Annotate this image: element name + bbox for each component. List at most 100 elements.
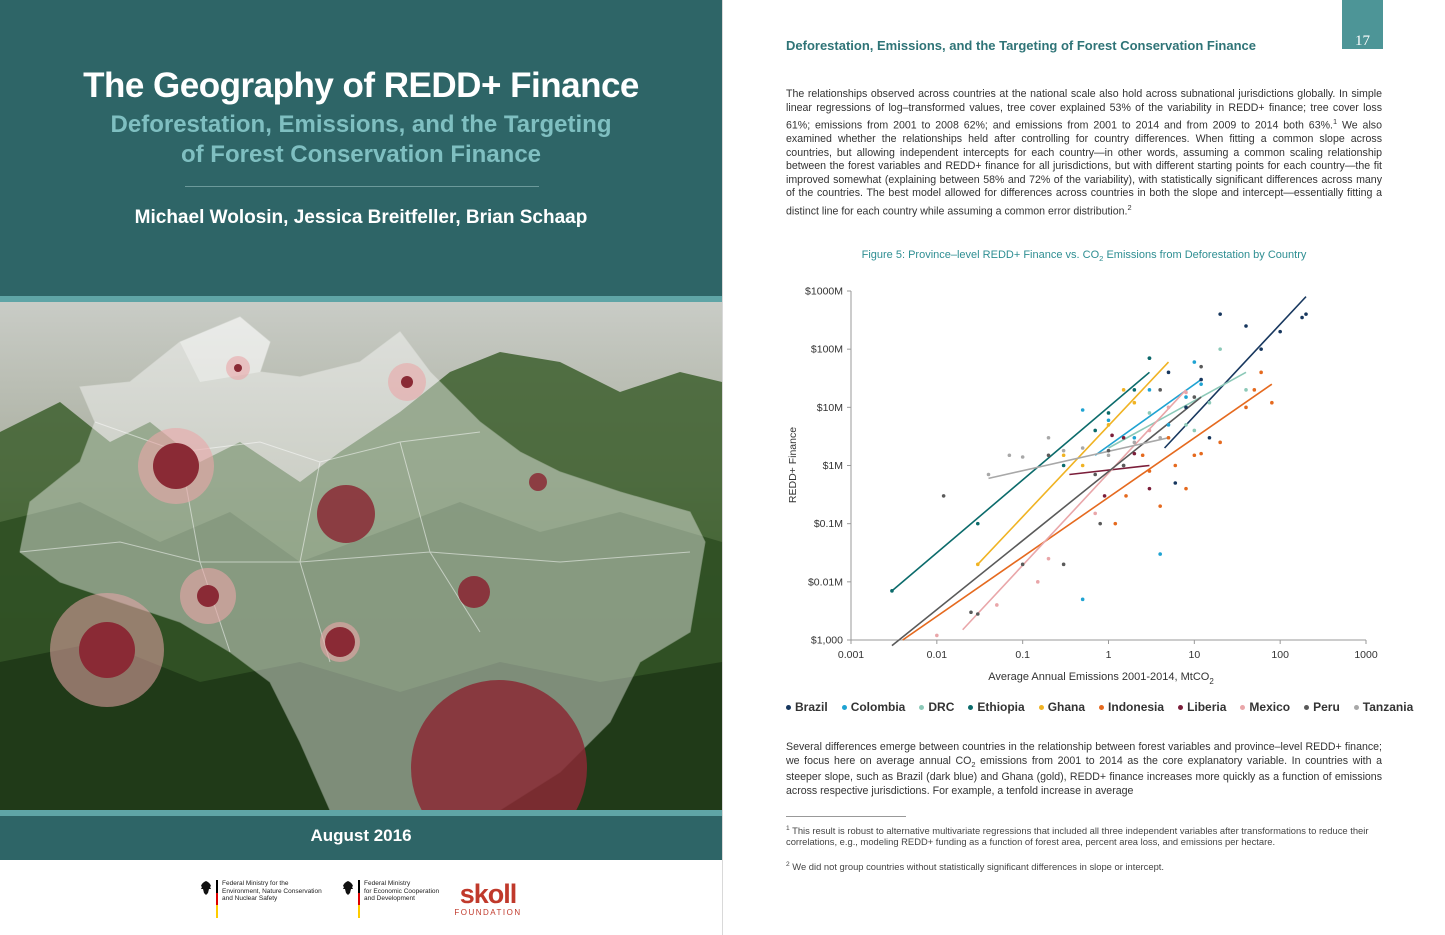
point-tanzania xyxy=(1106,453,1111,458)
x-tick-label: 1000 xyxy=(1354,649,1378,661)
y-axis-label: REDD+ Finance xyxy=(787,427,799,503)
point-drc xyxy=(1192,428,1197,433)
fit-line-ethiopia xyxy=(891,371,1150,592)
point-mexico xyxy=(1166,405,1171,410)
legend-label: Ethiopia xyxy=(977,700,1025,714)
legend-label: DRC xyxy=(928,700,955,714)
legend-label: Brazil xyxy=(795,700,828,714)
page-number-tab xyxy=(1342,0,1383,49)
chart-axes xyxy=(847,290,1367,644)
point-liberia xyxy=(1132,451,1137,456)
footnote-ref-1[interactable]: 1 xyxy=(1332,117,1338,126)
legend-item-mexico: Mexico xyxy=(1240,700,1290,714)
point-colombia xyxy=(1147,388,1152,392)
legend-item-brazil: Brazil xyxy=(786,700,828,714)
cover-date-bar xyxy=(0,816,722,860)
footnote-ref-2[interactable]: 2 xyxy=(1127,202,1132,212)
cover-header xyxy=(0,0,722,296)
chart-points xyxy=(890,312,1308,638)
point-drc xyxy=(1244,388,1248,392)
legend-item-ghana: Ghana xyxy=(1038,700,1085,714)
cover-authors: Michael Wolosin, Jessica Breitfeller, Br… xyxy=(134,207,588,228)
point-brazil xyxy=(1166,370,1171,375)
legend-label: Indonesia xyxy=(1108,700,1165,714)
point-indonesia xyxy=(1173,463,1178,468)
point-brazil xyxy=(1259,347,1263,351)
running-head: Deforestation, Emissions, and the Target… xyxy=(786,38,1256,53)
footnote-1: 1 This result is robust to alternative m… xyxy=(786,825,1369,848)
body-paragraph-1: The relationships observed across countr… xyxy=(786,88,1382,218)
legend-item-tanzania: Tanzania xyxy=(1353,700,1414,714)
fit-line-indonesia xyxy=(902,383,1273,641)
skoll-foundation-logo: skoll FOUNDATION xyxy=(452,880,524,917)
cover-band-top xyxy=(0,296,722,302)
point-mexico xyxy=(1035,580,1040,584)
legend-item-peru: Peru xyxy=(1304,700,1340,714)
german-flag-icon xyxy=(358,880,360,919)
point-indonesia xyxy=(1158,504,1162,508)
point-ghana xyxy=(1061,453,1066,458)
legend-dot-icon xyxy=(1038,704,1044,710)
legend-dot-icon xyxy=(1353,704,1359,710)
legend-item-ethiopia: Ethiopia xyxy=(968,700,1025,714)
point-indonesia xyxy=(1244,405,1248,410)
point-indonesia xyxy=(1147,469,1152,473)
point-peru xyxy=(1093,472,1098,477)
legend-dot-icon xyxy=(841,704,847,710)
point-tanzania xyxy=(1132,440,1137,445)
x-tick-label: 100 xyxy=(1271,649,1289,661)
y-tick-label: $0.01M xyxy=(808,576,843,588)
point-tanzania xyxy=(1046,435,1051,440)
x-axis-label: Average Annual Emissions 2001-2014, MtCO… xyxy=(988,671,1214,686)
point-indonesia xyxy=(1113,521,1118,526)
cover-forest-map-image xyxy=(0,302,722,810)
point-peru xyxy=(1020,562,1025,567)
cover-date: August 2016 xyxy=(310,826,412,845)
point-mexico xyxy=(935,633,939,638)
fit-line-ghana xyxy=(977,361,1170,565)
point-ethiopia xyxy=(1147,356,1152,360)
point-brazil xyxy=(1199,377,1203,382)
legend-item-indonesia: Indonesia xyxy=(1099,700,1164,714)
x-tick-label: 0.1 xyxy=(1015,649,1030,661)
legend-label: Tanzania xyxy=(1362,700,1414,714)
fit-line-peru xyxy=(891,396,1202,647)
y-tick-label: $1M xyxy=(823,460,843,472)
scatter-chart: $1,000 $0.01M $0.1M $1M $10M $100M $1000M 0.001… xyxy=(787,286,1378,687)
x-tick-label: 10 xyxy=(1188,649,1200,661)
legend-item-drc: DRC xyxy=(919,700,954,714)
point-brazil xyxy=(1300,315,1304,320)
fit-line-mexico xyxy=(962,389,1187,631)
point-drc xyxy=(1184,423,1188,427)
point-ethiopia xyxy=(1106,411,1111,415)
cover-subtitle-line2: of Forest Conservation Finance xyxy=(180,141,542,168)
point-mexico xyxy=(995,603,999,607)
point-peru xyxy=(1098,521,1102,526)
point-brazil xyxy=(1304,312,1308,316)
point-indonesia xyxy=(1199,451,1203,456)
chart-fit-lines xyxy=(891,296,1307,647)
legend-dot-icon xyxy=(1240,704,1246,710)
point-peru xyxy=(1158,388,1162,392)
fit-line-brazil xyxy=(1163,296,1307,449)
point-peru xyxy=(941,494,946,498)
chart-legend: Brazil Colombia DRC Ethiopia Ghana Indonesia L… xyxy=(786,700,1413,714)
point-mexico xyxy=(1184,390,1188,395)
x-tick-label: 1 xyxy=(1106,649,1112,661)
point-tanzania xyxy=(1020,455,1025,459)
point-indonesia xyxy=(1166,435,1171,440)
skoll-wordmark: skoll xyxy=(459,879,518,909)
finance-circles xyxy=(50,356,587,810)
x-tick-label: 0.001 xyxy=(838,649,864,661)
point-ethiopia xyxy=(975,521,980,526)
point-tanzania xyxy=(1080,446,1085,450)
bmub-logo-text: Federal Ministry for the Environment, Na… xyxy=(222,880,322,902)
point-brazil xyxy=(1173,481,1178,485)
point-drc xyxy=(1147,411,1152,415)
legend-dot-icon xyxy=(1099,704,1105,710)
point-indonesia xyxy=(1140,453,1145,458)
point-ethiopia xyxy=(1061,463,1066,468)
point-ghana xyxy=(1121,388,1126,392)
point-brazil xyxy=(1244,324,1248,328)
bmz-logo-text: Federal Ministry for Economic Cooperatio… xyxy=(364,880,440,902)
